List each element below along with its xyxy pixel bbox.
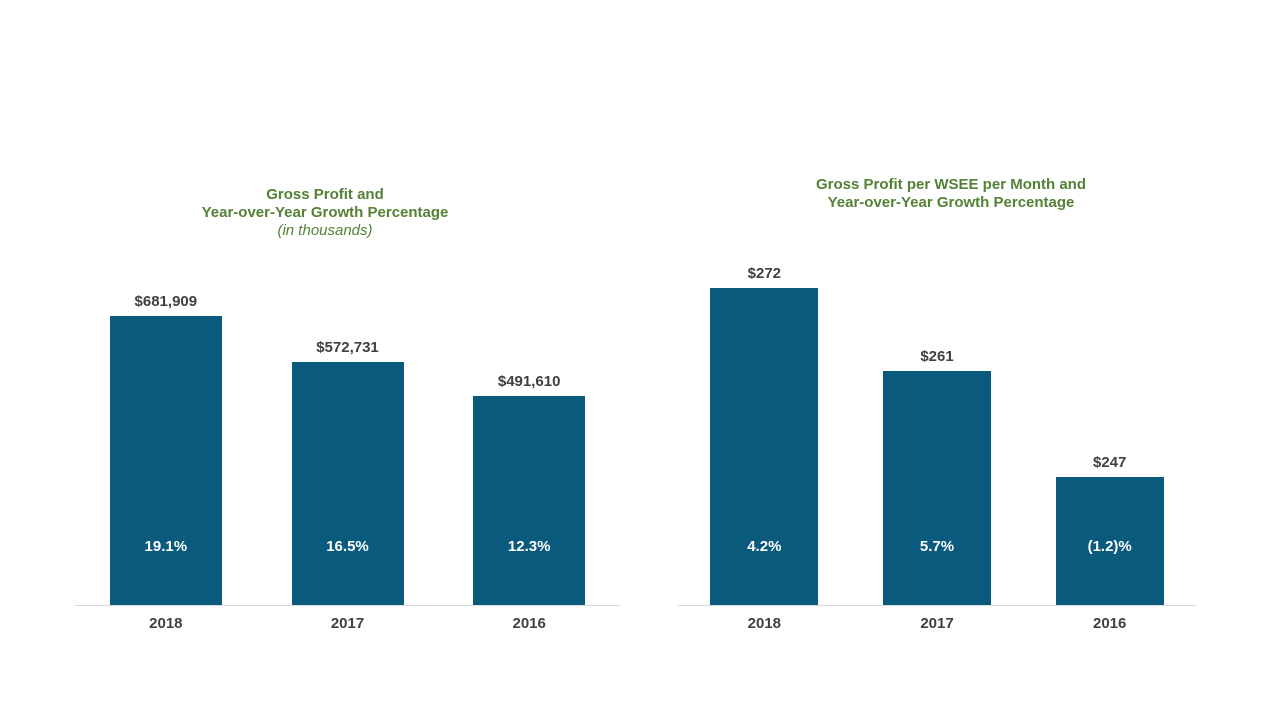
bar-value-label: $681,909 <box>134 293 198 310</box>
right-chart-title-line-2: Year-over-Year Growth Percentage <box>827 194 1075 211</box>
bar-2017: $261 5.7% <box>883 348 991 605</box>
right-chart-plot-area: $272 4.2% 2018 $261 5.7% 2017 $247 (1.2)% 2016 <box>678 265 1196 632</box>
x-axis-label: 2016 <box>1092 615 1127 632</box>
right-chart-title-line-1: Gross Profit per WSEE per Month and <box>815 176 1087 193</box>
bar-group-2018: $272 4.2% 2018 <box>678 265 851 632</box>
x-axis-label: 2016 <box>512 615 546 632</box>
bar-group-2016: $491,610 12.3% 2016 <box>438 308 620 632</box>
left-chart-title-line-1: Gross Profit and <box>266 186 384 203</box>
left-chart-plot-area: $681,909 19.1% 2018 $572,731 16.5% 2017 $491,6… <box>75 293 620 632</box>
x-axis-label: 2017 <box>330 615 365 632</box>
left-chart-title-line-2: Year-over-Year Growth Percentage <box>201 204 449 221</box>
x-axis-label: 2017 <box>920 615 954 632</box>
bar-value-label: $572,731 <box>316 339 379 356</box>
bar-2016: $491,610 12.3% <box>473 373 586 605</box>
bar-growth-label: 19.1% <box>144 538 188 555</box>
bar-growth-label: 12.3% <box>507 538 551 555</box>
bar-group-2017: $261 5.7% 2017 <box>851 265 1024 632</box>
bar-growth-label: 5.7% <box>919 538 955 555</box>
bar-2018: $272 4.2% <box>710 265 819 605</box>
right-chart-title: Gross Profit per WSEE per Month and Year… <box>726 176 1176 212</box>
bar-value-label: $261 <box>920 348 954 365</box>
bar-group-2018: $681,909 19.1% 2018 <box>75 293 257 632</box>
bar-2016: $247 (1.2)% <box>1055 454 1164 605</box>
bar-2018: $681,909 19.1% <box>109 293 222 605</box>
bar-value-label: $272 <box>747 265 782 282</box>
left-chart-subtitle: (in thousands) <box>277 222 373 239</box>
bar-growth-label: 4.2% <box>747 538 782 555</box>
bar-group-2017: $572,731 16.5% 2017 <box>257 308 439 632</box>
bar-growth-label: 16.5% <box>326 538 369 555</box>
bar-value-label: $491,610 <box>497 373 561 390</box>
bar-growth-label: (1.2)% <box>1087 538 1132 555</box>
x-axis-label: 2018 <box>747 615 782 632</box>
bar-2017: $572,731 16.5% <box>291 339 404 605</box>
bar-value-label: $247 <box>1092 454 1127 471</box>
x-axis-label: 2018 <box>149 615 183 632</box>
bar-group-2016: $247 (1.2)% 2016 <box>1023 265 1196 632</box>
left-chart-title: Gross Profit and Year-over-Year Growth P… <box>125 186 525 240</box>
